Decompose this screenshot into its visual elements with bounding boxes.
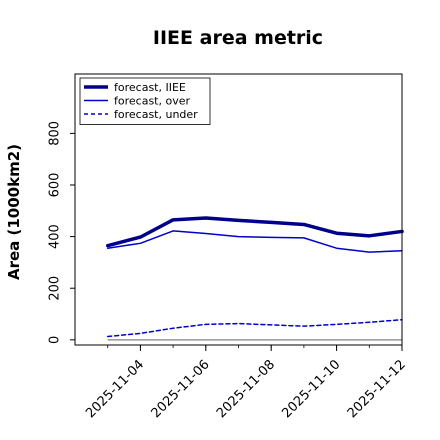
- series-line-forecast-over: [106, 230, 403, 253]
- x-tick-label: 2025-11-08: [214, 357, 278, 421]
- series-line-forecast-iiee: [105, 216, 404, 248]
- y-tick-label: 800: [48, 121, 63, 146]
- x-tick-label: 2025-11-04: [83, 357, 147, 421]
- x-axis: 2025-11-04 2025-11-06 2025-11-08 2025-11-10…: [83, 345, 409, 421]
- legend-entry: forecast, IIEE: [114, 81, 186, 94]
- x-tick-label: 2025-11-06: [149, 357, 213, 421]
- y-tick-label: 600: [48, 173, 63, 198]
- legend-entry: forecast, under: [114, 108, 198, 121]
- plot-frame: [74, 73, 403, 346]
- x-tick-label: 2025-11-12: [345, 357, 409, 421]
- y-axis: 0 200 400 600 800: [48, 121, 75, 344]
- y-tick-label: 0: [48, 336, 63, 344]
- series-layer: [105, 216, 404, 338]
- y-tick-label: 200: [48, 276, 63, 301]
- chart-title: IIEE area metric: [153, 27, 323, 49]
- series-line-forecast-under: [106, 318, 403, 338]
- x-tick-label: 2025-11-10: [279, 357, 343, 421]
- legend-entry: forecast, over: [114, 95, 190, 108]
- y-tick-label: 400: [48, 224, 63, 249]
- y-axis-label: Area (1000km2): [5, 144, 23, 280]
